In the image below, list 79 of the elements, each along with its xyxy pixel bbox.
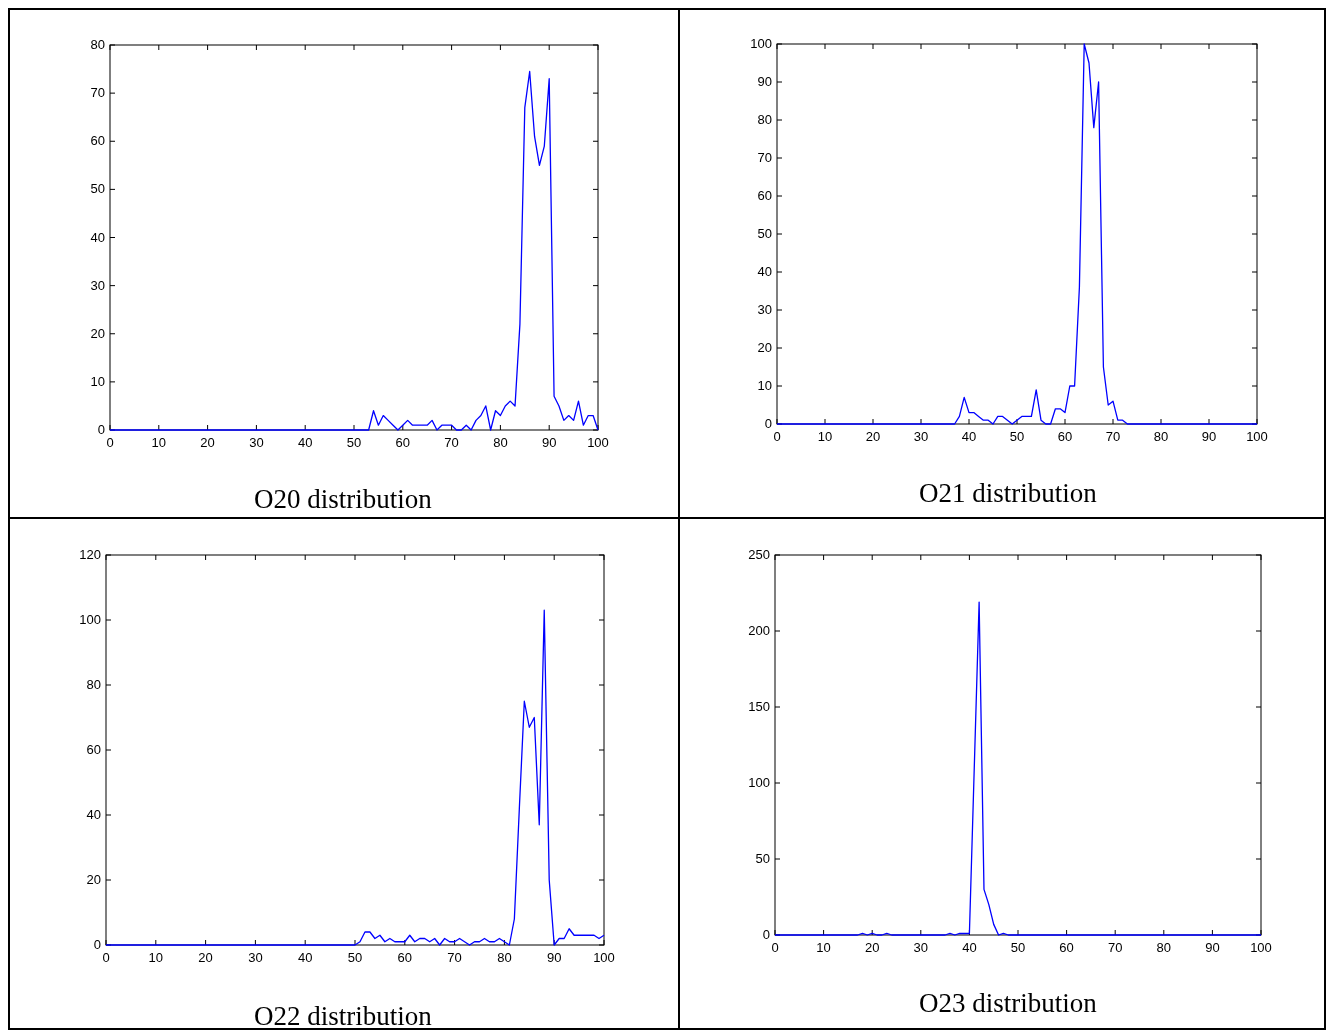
y-tick-label: 40	[757, 264, 772, 279]
x-tick-label: 80	[497, 950, 512, 965]
x-tick-label: 100	[587, 435, 609, 450]
x-tick-label: 60	[395, 435, 411, 450]
line-series	[774, 601, 1262, 936]
y-tick-label: 70	[90, 85, 105, 101]
text: O23 distribution	[919, 988, 1098, 1018]
x-tick-label: 90	[546, 950, 562, 965]
y-tick-label: 10	[90, 373, 105, 389]
y-tick-label: 100	[750, 36, 772, 51]
x-tick-label: 50	[346, 435, 362, 450]
y-tick-label: 100	[748, 775, 770, 790]
x-tick-label: 50	[347, 950, 363, 965]
x-tick-label: 40	[297, 950, 313, 965]
x-tick-label: 40	[962, 940, 977, 955]
x-tick-label: 20	[864, 940, 880, 955]
x-tick-label: 90	[1201, 429, 1217, 444]
x-tick-label: 100	[593, 950, 615, 965]
x-tick-label: 30	[248, 950, 263, 965]
y-tick-label: 250	[748, 547, 770, 562]
y-tick-label: 10	[757, 378, 772, 393]
x-tick-label: 60	[1059, 940, 1074, 955]
y-tick-label: 20	[90, 325, 105, 341]
x-tick-label: 60	[1057, 429, 1073, 444]
y-tick-label: 80	[757, 112, 772, 127]
x-tick-label: 40	[961, 429, 977, 444]
y-tick-label: 70	[757, 150, 772, 165]
y-tick-label: 50	[757, 226, 772, 241]
x-tick-label: 50	[1009, 429, 1025, 444]
text: O20 distribution	[254, 484, 433, 514]
x-tick-label: 20	[200, 435, 215, 450]
y-tick-label: 0	[764, 416, 772, 431]
line-series	[776, 43, 1258, 425]
x-tick-label: 30	[913, 940, 929, 955]
x-tick-label: 20	[198, 950, 213, 965]
y-tick-label: 30	[757, 302, 772, 317]
x-tick-label: 20	[865, 429, 881, 444]
x-tick-label: 100	[1250, 940, 1272, 955]
line-series	[105, 609, 605, 946]
x-tick-label: 70	[1107, 940, 1123, 955]
y-tick-label: 50	[755, 851, 770, 866]
y-tick-label: 0	[762, 927, 770, 942]
y-tick-label: 80	[90, 37, 105, 52]
x-tick-label: 10	[817, 429, 833, 444]
y-tick-label: 60	[757, 188, 772, 203]
x-tick-label: 70	[447, 950, 462, 965]
x-tick-label: 10	[151, 435, 167, 450]
y-tick-label: 20	[86, 872, 101, 887]
y-tick-label: 40	[86, 807, 101, 822]
x-tick-label: 90	[1205, 940, 1220, 955]
y-tick-label: 150	[748, 699, 770, 714]
x-tick-label: 60	[397, 950, 413, 965]
y-tick-label: 80	[86, 677, 101, 692]
y-tick-label: 100	[79, 612, 101, 627]
x-tick-label: 90	[541, 435, 557, 450]
x-tick-label: 50	[1010, 940, 1026, 955]
x-tick-label: 10	[816, 940, 831, 955]
y-tick-label: 200	[748, 623, 770, 638]
y-tick-label: 90	[757, 74, 772, 89]
y-tick-label: 120	[79, 547, 101, 562]
x-tick-label: 10	[148, 950, 164, 965]
y-tick-label: 40	[90, 229, 105, 245]
x-tick-label: 40	[297, 435, 313, 450]
text: O21 distribution	[919, 478, 1098, 508]
x-tick-label: 80	[493, 435, 508, 450]
y-tick-label: 60	[86, 742, 101, 757]
y-tick-label: 20	[757, 340, 772, 355]
x-tick-label: 70	[444, 435, 459, 450]
x-tick-label: 30	[249, 435, 264, 450]
line-series	[109, 70, 599, 431]
x-tick-label: 100	[1246, 429, 1268, 444]
x-tick-label: 80	[1153, 429, 1169, 444]
x-tick-label: 70	[1105, 429, 1121, 444]
y-tick-label: 60	[90, 133, 105, 149]
x-tick-label: 80	[1156, 940, 1172, 955]
text: O22 distribution	[254, 1001, 433, 1030]
y-tick-label: 30	[90, 277, 105, 293]
y-tick-label: 50	[90, 181, 105, 197]
x-tick-label: 30	[913, 429, 929, 444]
